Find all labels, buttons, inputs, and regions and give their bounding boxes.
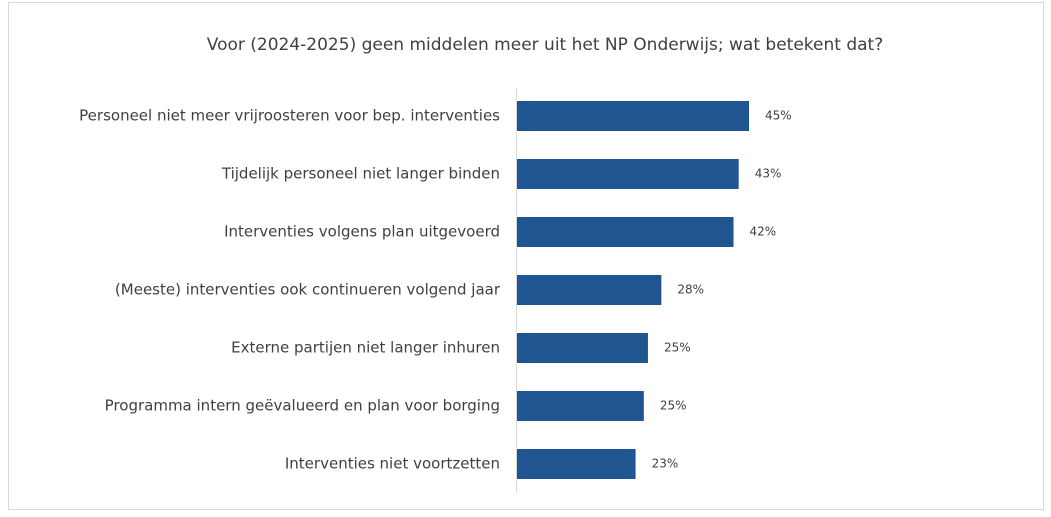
y-tick-label: Externe partijen niet langer inhuren [231,339,500,357]
bar [517,159,739,189]
y-tick-label: Programma intern geëvalueerd en plan voo… [105,397,500,415]
bar [517,217,734,247]
bar [517,333,648,363]
y-tick-label: Interventies niet voortzetten [285,455,500,473]
data-label: 28% [677,283,704,297]
data-label: 23% [652,457,679,471]
y-tick-label: Personeel niet meer vrijroosteren voor b… [79,107,500,125]
y-tick-label: Interventies volgens plan uitgevoerd [224,223,500,241]
data-label: 25% [664,341,691,355]
data-label: 42% [750,225,777,239]
data-label: 45% [765,109,792,123]
y-tick-label: Tijdelijk personeel niet langer binden [221,165,500,183]
data-label: 43% [755,167,782,181]
chart-title: Voor (2024-2025) geen middelen meer uit … [207,35,883,55]
bar [517,449,636,479]
bar [517,275,662,305]
bar [517,391,644,421]
y-tick-label: (Meeste) interventies ook continueren vo… [115,281,501,299]
data-label: 25% [660,399,687,413]
bar [517,101,749,131]
chart-border [8,2,1044,510]
